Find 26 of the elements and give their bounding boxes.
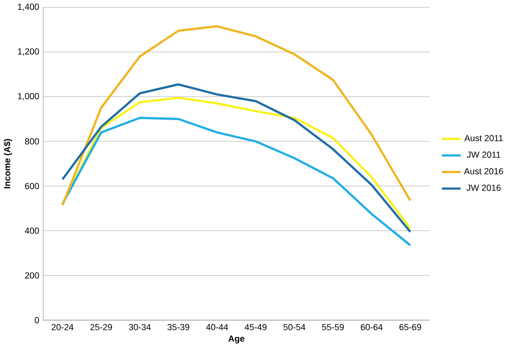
x-tick-label: 30-34: [128, 324, 151, 330]
y-tick-label: 400: [24, 228, 39, 234]
legend-label: Aust 2011: [464, 134, 503, 142]
x-tick-label: 25-29: [90, 324, 112, 330]
x-tick-label: 65-69: [399, 324, 422, 330]
line-series: [61, 116, 412, 246]
y-tick-label: 1,200: [18, 48, 39, 56]
y-tick-label: 1,000: [18, 92, 39, 100]
x-tick-label: 40-44: [206, 324, 228, 330]
x-tick-label: 45-49: [244, 324, 267, 330]
y-tick-label: 600: [25, 182, 39, 190]
x-tick-label: 50-54: [283, 324, 306, 330]
x-tick-label: 20-24: [52, 324, 74, 330]
x-axis-title: Age: [228, 336, 244, 344]
legend-label: Aust 2016: [464, 168, 504, 174]
y-tick-label: 800: [25, 138, 39, 144]
legend-label: JW 2016: [466, 184, 501, 191]
y-tick-label: 0: [34, 316, 39, 324]
y-tick-label: 1,400: [18, 4, 39, 11]
legend-label: JW 2011: [466, 151, 500, 158]
y-tick-label: 200: [25, 272, 39, 278]
y-axis-title: Income (A$): [4, 138, 12, 188]
x-tick-label: 55-59: [322, 324, 344, 330]
line-series: [61, 25, 412, 206]
x-tick-label: 60-64: [360, 324, 383, 330]
x-tick-label: 35-39: [168, 324, 190, 330]
